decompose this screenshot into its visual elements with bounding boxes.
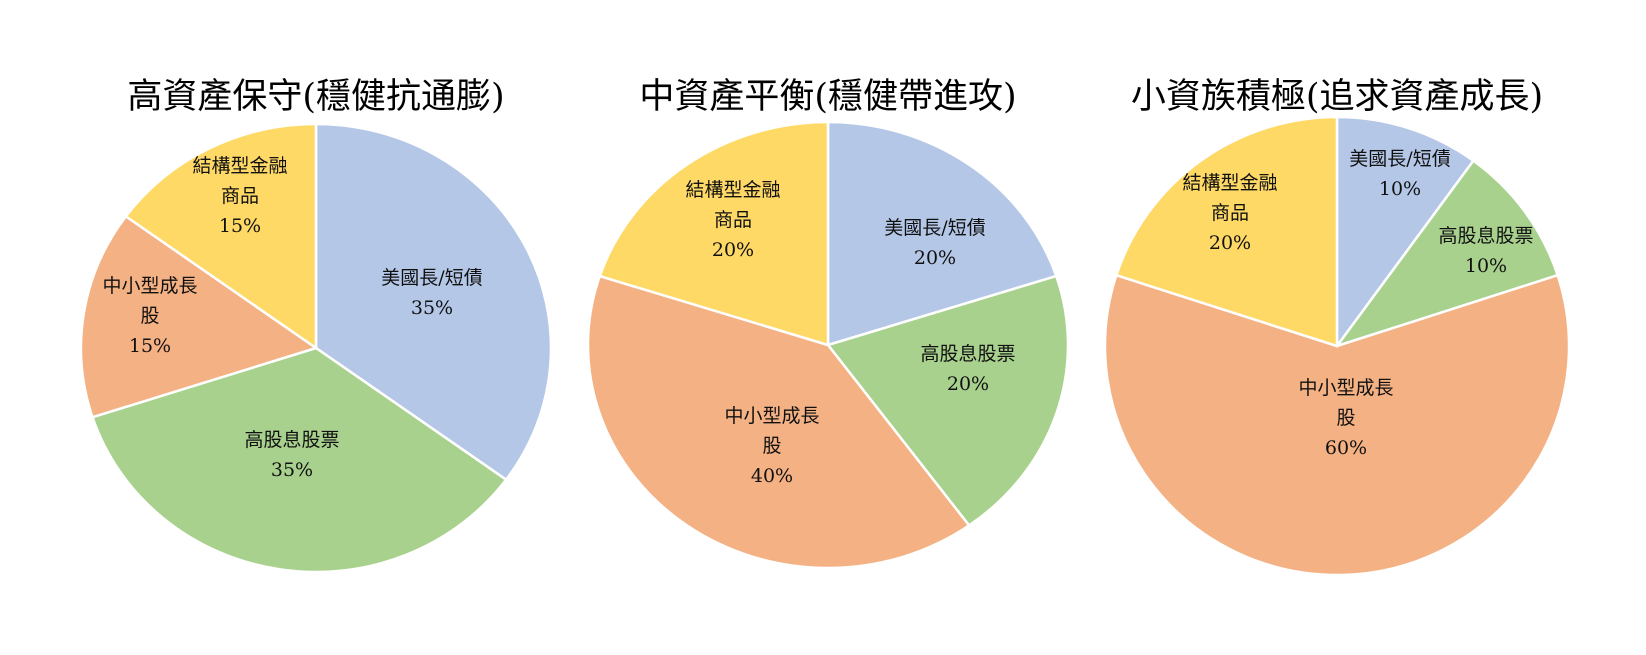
chart-title: 中資產平衡(穩健帶進攻) (639, 77, 1016, 117)
pie-slice-3 (1103, 273, 1571, 577)
pie-slice-3 (79, 214, 319, 419)
slice-value-label: 10% (1379, 178, 1421, 200)
slice-value-label: 20% (712, 239, 754, 261)
pie-slice-2 (90, 346, 508, 574)
slice-value-label: 35% (411, 297, 453, 319)
slice-category-label: 高股息股票 (920, 343, 1015, 365)
slice-value-label: 35% (271, 459, 313, 481)
slice-value-label: 15% (219, 215, 261, 237)
slice-value-label: 60% (1325, 437, 1367, 459)
slice-category-label: 股 (140, 305, 159, 327)
slice-value-label: 20% (1209, 232, 1251, 254)
slice-value-label: 10% (1465, 255, 1507, 277)
slice-category-label: 中小型成長 (724, 405, 819, 427)
pie-slice-2 (1333, 159, 1560, 349)
slice-value-label: 40% (751, 465, 793, 487)
slice-category-label: 商品 (1211, 202, 1249, 224)
slice-category-label: 高股息股票 (244, 429, 339, 451)
pie-slice-1 (1335, 115, 1476, 350)
slice-value-label: 20% (914, 247, 956, 269)
slice-category-label: 股 (762, 435, 781, 457)
pie-slice-2 (825, 274, 1070, 528)
slice-category-label: 股 (1336, 407, 1355, 429)
slice-category-label: 高股息股票 (1438, 225, 1533, 247)
pie-slice-4 (1114, 115, 1339, 348)
slice-category-label: 中小型成長 (1298, 377, 1393, 399)
chart-title: 小資族積極(追求資產成長) (1131, 77, 1543, 117)
pie-slice-4 (598, 120, 830, 347)
slice-category-label: 商品 (221, 185, 259, 207)
slice-value-label: 15% (129, 335, 171, 357)
slice-category-label: 美國長/短債 (381, 267, 482, 289)
slice-category-label: 中小型成長 (102, 275, 197, 297)
pie-slice-3 (586, 274, 971, 570)
chart-title: 高資產保守(穩健抗通膨) (127, 77, 504, 117)
slice-category-label: 結構型金融 (685, 179, 780, 201)
slice-value-label: 20% (947, 373, 989, 395)
slice-category-label: 結構型金融 (1182, 172, 1277, 194)
slice-category-label: 結構型金融 (192, 155, 287, 177)
slice-category-label: 商品 (714, 209, 752, 231)
slice-category-label: 美國長/短債 (884, 217, 985, 239)
pie-slice-1 (314, 122, 553, 482)
slice-category-label: 美國長/短債 (1349, 148, 1450, 170)
pie-slice-1 (826, 120, 1058, 347)
pie-slice-4 (124, 122, 318, 351)
